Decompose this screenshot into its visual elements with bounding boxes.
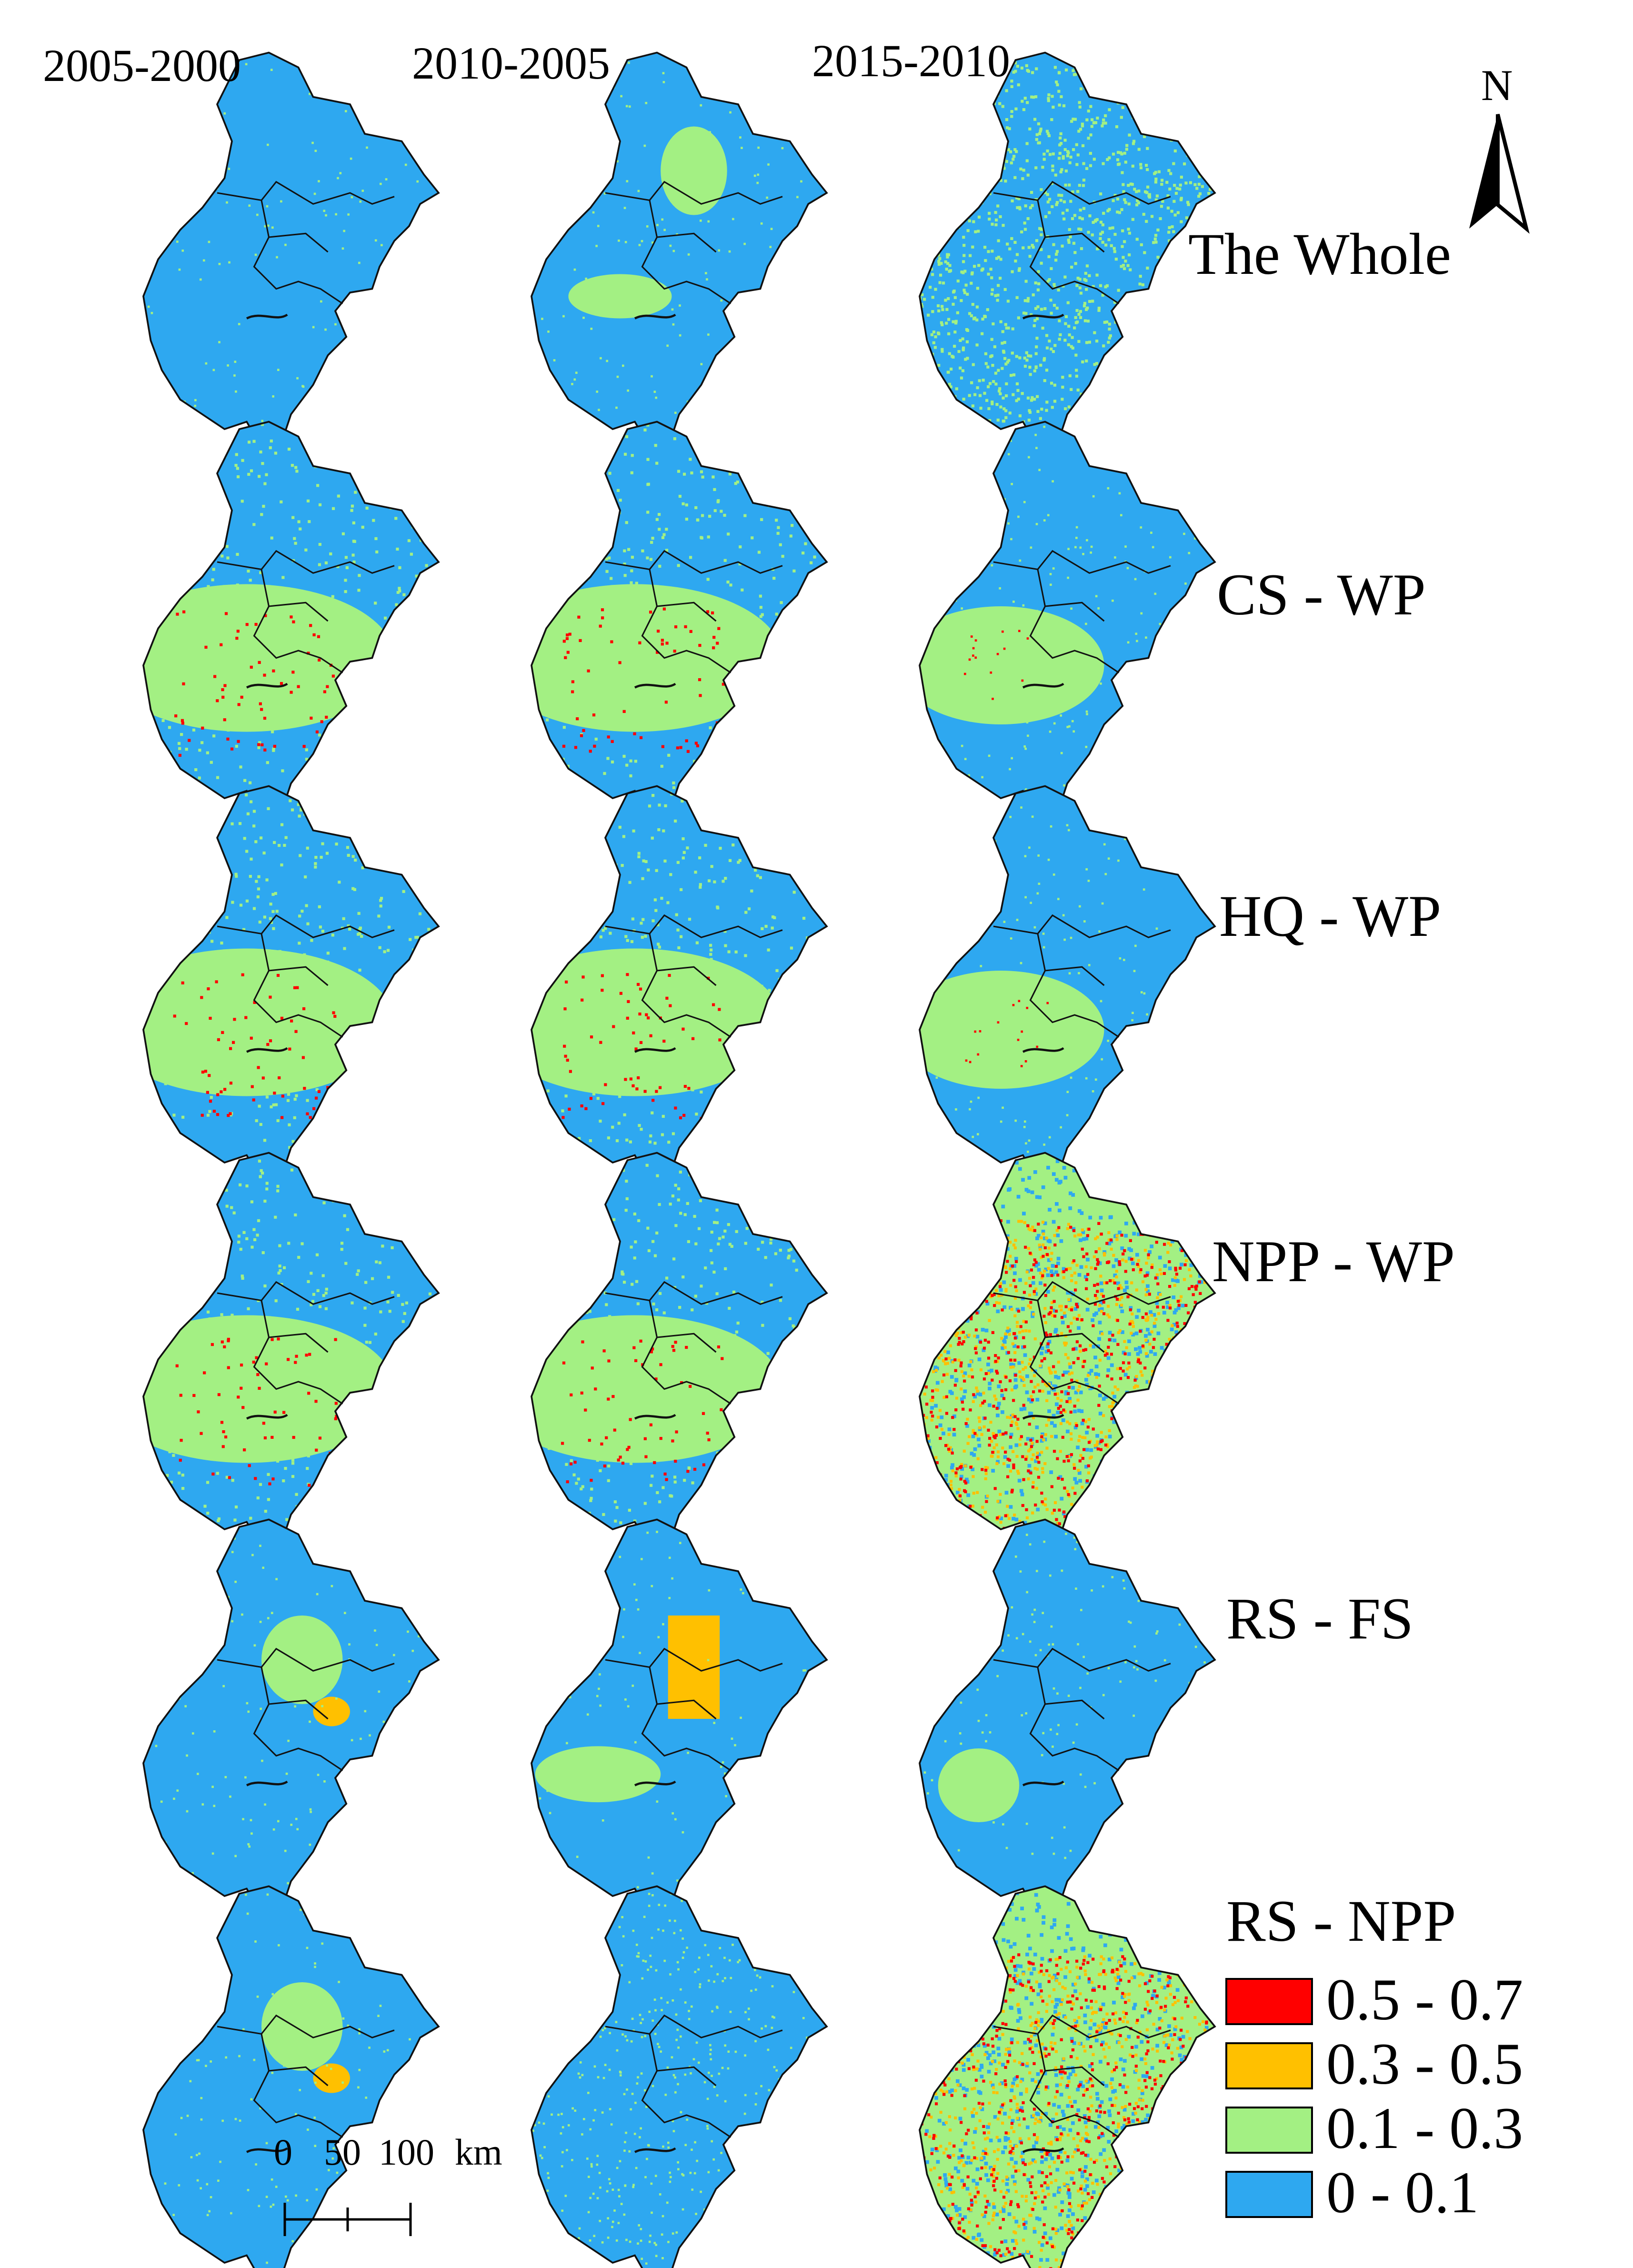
region-map <box>142 1518 440 1916</box>
scale-unit: km <box>455 2131 502 2173</box>
legend-swatch-0-1-0-3 <box>1225 2107 1313 2154</box>
column-header-3: 2015-2010 <box>812 35 1010 86</box>
legend: 0.5 - 0.7 0.3 - 0.5 0.1 - 0.3 0 - 0.1 <box>1225 1967 1523 2225</box>
legend-label-0-1-0-3: 0.1 - 0.3 <box>1326 2096 1523 2161</box>
region-map <box>919 1885 1216 2268</box>
north-arrow-icon: N <box>1469 61 1530 234</box>
row-label-npp-wp: NPP - WP <box>1212 1229 1455 1294</box>
scale-tick-100: 100 <box>379 2131 434 2173</box>
region-map <box>531 421 828 818</box>
column-header-1: 2005-2000 <box>43 40 241 91</box>
legend-swatch-0-5-0-7 <box>1225 1978 1313 2025</box>
region-map <box>142 51 440 449</box>
region-map <box>142 421 440 818</box>
region-map <box>531 785 828 1182</box>
region-map <box>919 1518 1216 1916</box>
region-map <box>142 1152 440 1549</box>
region-map <box>919 785 1216 1182</box>
row-label-rs-fs: RS - FS <box>1226 1586 1413 1651</box>
column-header-2: 2010-2005 <box>412 38 610 89</box>
region-map <box>919 51 1216 449</box>
row-label-hq-wp: HQ - WP <box>1219 883 1441 949</box>
region-map <box>531 51 828 449</box>
region-map <box>919 421 1216 818</box>
north-letter: N <box>1481 61 1513 110</box>
scale-tick-0: 0 <box>274 2131 292 2173</box>
row-label-the-whole: The Whole <box>1188 221 1451 287</box>
legend-swatch-0-3-0-5 <box>1225 2042 1313 2089</box>
region-map <box>919 1152 1216 1549</box>
region-map <box>531 1518 828 1916</box>
scale-bar: 0 50 100 km <box>274 2131 502 2236</box>
legend-label-0-3-0-5: 0.3 - 0.5 <box>1326 2031 1523 2097</box>
row-label-rs-npp: RS - NPP <box>1226 1888 1456 1954</box>
region-map <box>531 1885 828 2268</box>
region-map <box>142 785 440 1182</box>
region-map <box>531 1152 828 1549</box>
scale-tick-50: 50 <box>324 2131 361 2173</box>
region-map <box>142 1885 440 2268</box>
row-label-cs-wp: CS - WP <box>1217 562 1426 627</box>
legend-label-0-5-0-7: 0.5 - 0.7 <box>1326 1967 1523 2032</box>
legend-swatch-0-0-1 <box>1225 2171 1313 2218</box>
legend-label-0-0-1: 0 - 0.1 <box>1326 2160 1479 2225</box>
